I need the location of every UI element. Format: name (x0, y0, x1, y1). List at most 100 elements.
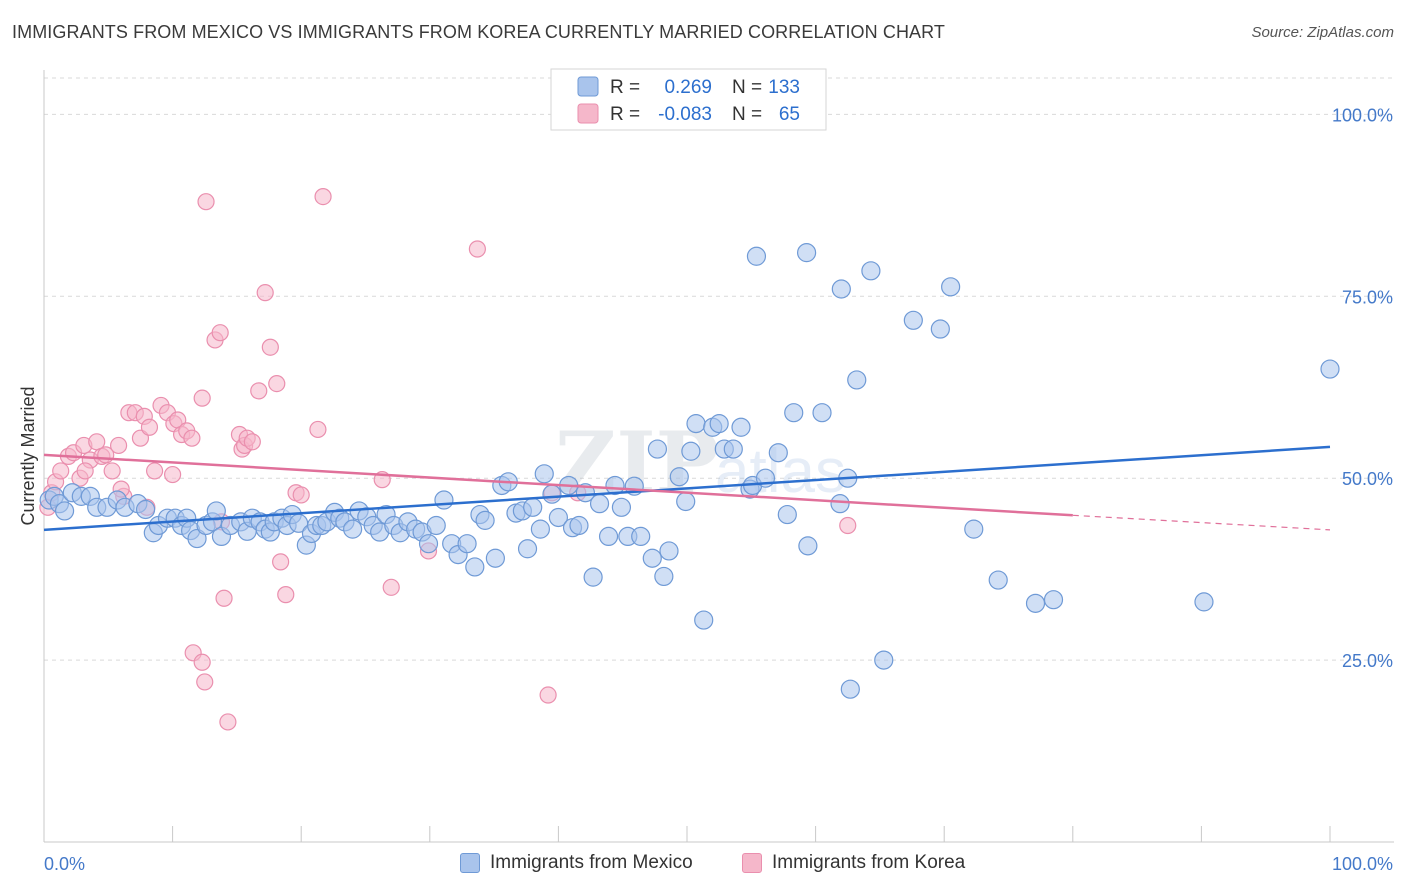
mexico-point (676, 491, 696, 512)
korea-point (183, 429, 201, 447)
axis-ticks: 25.0% 50.0% 75.0% 100.0% 0.0% 100.0% (43, 105, 1393, 874)
mexico-point (777, 504, 797, 525)
y-tick-label: 25.0% (1342, 651, 1393, 671)
korea-point (193, 653, 211, 671)
y-tick-label: 75.0% (1342, 287, 1393, 307)
y-axis-label: Currently Married (18, 386, 38, 525)
korea-point (839, 516, 857, 535)
mexico-point (830, 494, 850, 514)
mexico-point (54, 501, 75, 521)
korea-point (314, 188, 332, 206)
mexico-point (694, 610, 714, 630)
mexico-point (523, 497, 543, 517)
mexico-point (796, 243, 817, 263)
mexico-point (647, 439, 668, 459)
mexico-point (534, 464, 554, 484)
stats-swatch-mexico (577, 76, 599, 97)
korea-point (211, 324, 229, 342)
trendlines (43, 445, 1331, 532)
mexico-point (1025, 593, 1046, 613)
korea-point (272, 553, 290, 571)
mexico-point (768, 443, 788, 463)
mexico-point (941, 277, 961, 297)
korea-point (109, 436, 128, 455)
korea-point (256, 284, 274, 302)
mexico-point (598, 526, 619, 547)
mexico-point (847, 370, 867, 390)
mexico-point (988, 570, 1008, 590)
stats-swatch-korea (577, 103, 599, 124)
korea-trendline-extension (1072, 514, 1331, 531)
stats-r-value-mexico: 0.269 (664, 77, 712, 98)
mexico-point (831, 279, 851, 299)
korea-point (193, 389, 211, 407)
korea-point (268, 375, 286, 393)
korea-point (243, 433, 261, 451)
korea-point (145, 462, 164, 480)
korea-point (539, 686, 557, 704)
mexico-point (784, 403, 804, 423)
mexico-point (669, 467, 689, 487)
mexico-point (812, 403, 832, 423)
gridlines (44, 77, 1394, 661)
legend-label-mexico: Immigrants from Mexico (490, 852, 693, 873)
mexico-point (426, 515, 446, 536)
korea-point (292, 486, 310, 504)
legend-swatch-mexico (460, 853, 480, 873)
mexico-point (746, 246, 767, 266)
korea-point (197, 193, 215, 211)
mexico-point (575, 483, 596, 503)
mexico-point (343, 519, 363, 539)
mexico-point (475, 510, 495, 530)
legend-item-mexico: Immigrants from Mexico (460, 852, 693, 874)
mexico-point (485, 548, 505, 568)
x-tick-label: 100.0% (1332, 854, 1393, 874)
mexico-point (631, 526, 651, 547)
mexico-point (840, 679, 860, 699)
mexico-point (542, 484, 562, 504)
mexico-point (964, 519, 984, 539)
mexico-trendline (43, 445, 1331, 532)
mexico-point (861, 261, 881, 281)
mexico-point (654, 566, 674, 587)
mexico-point (548, 507, 569, 528)
chart-title: IMMIGRANTS FROM MEXICO VS IMMIGRANTS FRO… (12, 22, 946, 42)
mexico-point (723, 439, 743, 459)
mexico-point (731, 417, 751, 437)
stats-n-value-mexico: 133 (768, 77, 800, 98)
mexico-point (517, 539, 538, 559)
mexico-point (583, 567, 603, 587)
mexico-point (709, 414, 729, 434)
mexico-point (659, 541, 679, 561)
korea-point (103, 462, 121, 480)
x-tick-label: 0.0% (44, 854, 85, 874)
korea-point (277, 586, 295, 604)
mexico-point (930, 319, 950, 339)
korea-point (76, 462, 94, 480)
korea-point (52, 462, 70, 480)
legend-item-korea: Immigrants from Korea (742, 852, 965, 874)
korea-point (382, 578, 400, 596)
stats-r-value-korea: -0.083 (658, 104, 712, 125)
korea-point (196, 673, 214, 691)
korea-point (140, 418, 159, 436)
stats-n-value-korea: 65 (779, 104, 800, 125)
mexico-point (465, 557, 485, 577)
korea-point (261, 338, 279, 356)
mexico-point (1194, 592, 1214, 612)
korea-trendline (43, 453, 1073, 517)
korea-point (219, 713, 237, 731)
mexico-point (530, 519, 550, 539)
korea-point (215, 589, 233, 607)
korea-point (250, 382, 268, 400)
mexico-point (135, 499, 156, 520)
mexico-point (434, 490, 454, 510)
mexico-point (1320, 359, 1340, 379)
korea-point (468, 240, 486, 258)
y-tick-label: 50.0% (1342, 469, 1393, 489)
mexico-point (605, 475, 625, 496)
mexico-point (418, 534, 439, 554)
mexico-point (1043, 590, 1064, 610)
mexico-point (187, 528, 207, 549)
stats-legend: R = 0.269 N = 133 R = -0.083 N = 65 (550, 68, 827, 131)
